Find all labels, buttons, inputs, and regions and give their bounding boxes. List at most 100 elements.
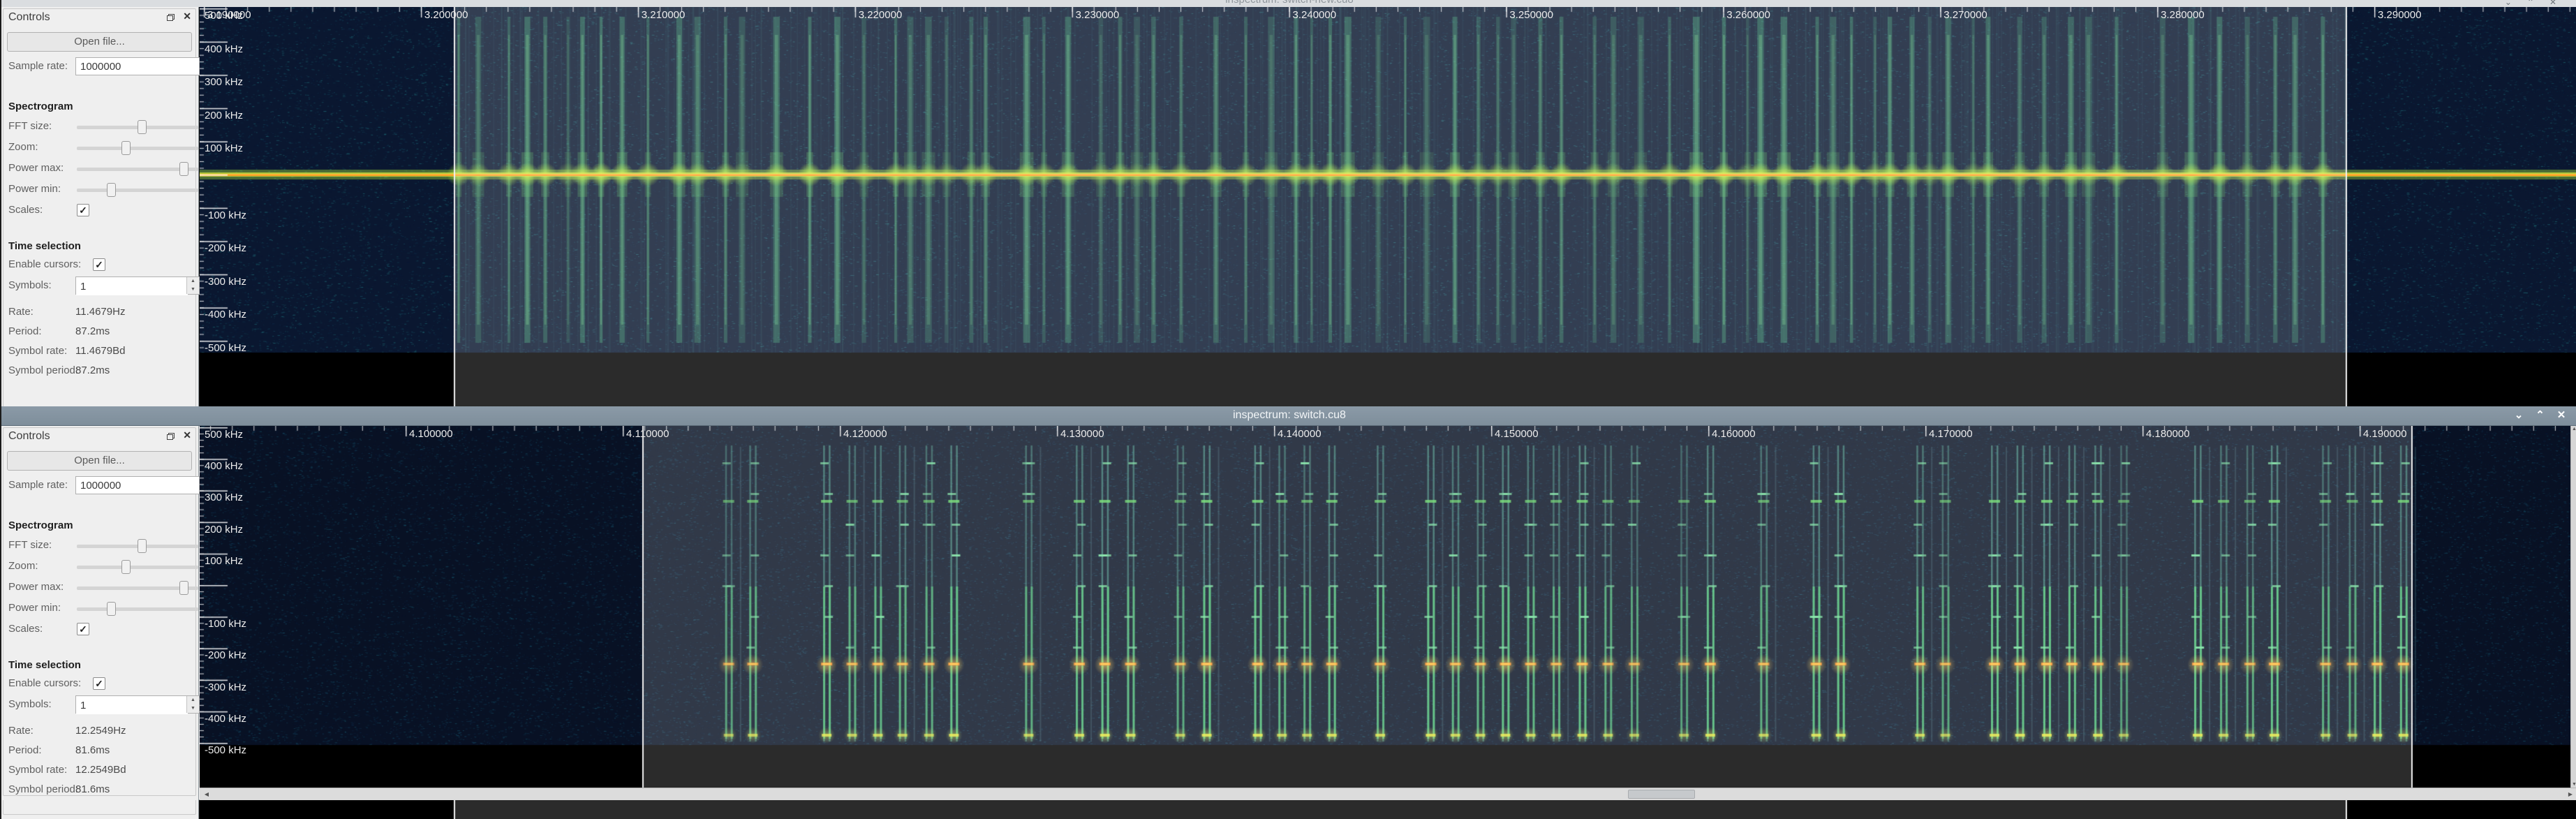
time-axis-label: 3.190000 bbox=[207, 9, 251, 21]
symbols-input[interactable] bbox=[76, 696, 188, 714]
enable-cursors-label: Enable cursors: bbox=[8, 677, 82, 689]
period-label: Period: bbox=[8, 744, 42, 756]
fft-size-label: FFT size: bbox=[8, 120, 52, 132]
controls-dock-frame bbox=[3, 427, 196, 796]
time-axis-label: 3.210000 bbox=[641, 9, 686, 21]
minimize-icon[interactable]: ⌄ bbox=[2514, 409, 2524, 421]
section-time-selection: Time selection bbox=[8, 659, 81, 671]
freq-axis-label: -500 kHz bbox=[205, 342, 247, 354]
symbol-period-label: Symbol period: bbox=[8, 364, 79, 376]
section-time-selection: Time selection bbox=[8, 240, 81, 252]
rate-value: 12.2549Hz bbox=[75, 725, 126, 737]
sample-rate-label: Sample rate: bbox=[8, 60, 68, 72]
period-label: Period: bbox=[8, 325, 42, 337]
spectrogram-canvas[interactable] bbox=[200, 426, 2570, 788]
scrollbar-handle[interactable] bbox=[1628, 790, 1695, 799]
enable-cursors-checkbox[interactable]: ✓ bbox=[93, 677, 105, 690]
time-axis-label: 4.190000 bbox=[2363, 428, 2407, 440]
scales-label: Scales: bbox=[8, 623, 43, 635]
zoom-slider[interactable] bbox=[77, 141, 198, 155]
power-max-slider[interactable] bbox=[77, 162, 198, 176]
window-buttons[interactable]: ⌄⌃✕ bbox=[2504, 0, 2572, 7]
scroll-left-icon[interactable]: ◀ bbox=[204, 791, 209, 797]
scales-checkbox[interactable]: ✓ bbox=[77, 623, 89, 635]
time-axis-label: 3.230000 bbox=[1075, 9, 1120, 21]
symbols-spinbox[interactable]: ▲▼ bbox=[75, 695, 200, 714]
power-min-label: Power min: bbox=[8, 602, 61, 614]
symbol-rate-label: Symbol rate: bbox=[8, 345, 68, 357]
freq-axis-label: 500 kHz bbox=[205, 429, 244, 441]
fft-size-slider[interactable] bbox=[77, 120, 198, 134]
scroll-up-icon[interactable]: ▲ bbox=[2571, 427, 2576, 431]
scales-label: Scales: bbox=[8, 204, 43, 216]
controls-dock: Controls ✕ Open file... Sample rate: Spe… bbox=[1, 426, 200, 800]
symbol-period-value: 81.6ms bbox=[75, 783, 110, 795]
vertical-scrollbar[interactable]: ▲ ▼ bbox=[2570, 426, 2576, 788]
freq-axis-label: -500 kHz bbox=[205, 744, 247, 756]
spin-down-icon[interactable]: ▼ bbox=[187, 704, 199, 713]
freq-axis-label: -100 kHz bbox=[205, 209, 247, 221]
dock-float-icon[interactable] bbox=[167, 14, 175, 21]
enable-cursors-label: Enable cursors: bbox=[8, 258, 82, 270]
sample-rate-input[interactable] bbox=[75, 57, 200, 75]
scroll-down-icon[interactable]: ▼ bbox=[2571, 782, 2576, 787]
check-icon: ✓ bbox=[79, 205, 87, 216]
dock-title: Controls bbox=[8, 430, 50, 442]
rate-label: Rate: bbox=[8, 725, 34, 737]
freq-axis-label: -200 kHz bbox=[205, 242, 247, 255]
window-switch: inspectrum: switch.cu8 ⌄ ⌃ ✕ Controls ✕ … bbox=[1, 406, 2576, 800]
sample-rate-input[interactable] bbox=[75, 476, 200, 494]
power-max-label: Power max: bbox=[8, 162, 64, 174]
fft-size-slider[interactable] bbox=[77, 539, 198, 553]
freq-axis-label: -300 kHz bbox=[205, 275, 247, 288]
symbols-label: Symbols: bbox=[8, 279, 52, 291]
freq-axis-label: -100 kHz bbox=[205, 618, 247, 630]
symbol-period-label: Symbol period: bbox=[8, 783, 79, 795]
symbols-spinbox[interactable]: ▲▼ bbox=[75, 276, 200, 295]
close-icon[interactable]: ✕ bbox=[2556, 409, 2566, 421]
power-min-slider[interactable] bbox=[77, 183, 198, 197]
dock-close-icon[interactable]: ✕ bbox=[183, 10, 191, 22]
symbol-period-value: 87.2ms bbox=[75, 364, 110, 376]
fft-size-label: FFT size: bbox=[8, 539, 52, 551]
dock-close-icon[interactable]: ✕ bbox=[183, 429, 191, 441]
symbol-rate-value: 12.2549Bd bbox=[75, 764, 126, 776]
scales-checkbox[interactable]: ✓ bbox=[77, 204, 89, 216]
time-axis-label: 4.120000 bbox=[843, 428, 887, 440]
maximize-icon[interactable]: ⌃ bbox=[2536, 409, 2545, 421]
spin-down-icon[interactable]: ▼ bbox=[187, 286, 199, 294]
window-titlebar[interactable]: inspectrum: switch-new.cu8 ⌄⌃✕ bbox=[1, 0, 2576, 7]
enable-cursors-checkbox[interactable]: ✓ bbox=[93, 258, 105, 271]
freq-axis-label: 200 kHz bbox=[205, 523, 244, 536]
time-axis-label: 3.280000 bbox=[2161, 9, 2205, 21]
symbols-input[interactable] bbox=[76, 277, 188, 295]
power-min-slider[interactable] bbox=[77, 602, 198, 616]
freq-axis-label: -300 kHz bbox=[205, 681, 247, 693]
open-file-button[interactable]: Open file... bbox=[7, 32, 192, 52]
sample-rate-label: Sample rate: bbox=[8, 479, 68, 491]
window-titlebar[interactable]: inspectrum: switch.cu8 ⌄ ⌃ ✕ bbox=[1, 406, 2576, 426]
time-axis-label: 4.130000 bbox=[1060, 428, 1104, 440]
open-file-button[interactable]: Open file... bbox=[7, 451, 192, 471]
time-axis-label: 3.200000 bbox=[424, 9, 468, 21]
dock-float-icon[interactable] bbox=[167, 433, 175, 440]
spectrogram-view[interactable]: 4.100000 4.110000 4.120000 4.130000 4.140000… bbox=[200, 426, 2570, 788]
power-min-label: Power min: bbox=[8, 183, 61, 195]
window-title: inspectrum: switch.cu8 bbox=[1233, 409, 1346, 421]
scroll-right-icon[interactable]: ▶ bbox=[2568, 791, 2573, 797]
freq-axis-label: 300 kHz bbox=[205, 492, 244, 504]
section-spectrogram: Spectrogram bbox=[8, 101, 73, 112]
time-axis-label: 4.170000 bbox=[1929, 428, 1973, 440]
freq-axis-label: -400 kHz bbox=[205, 309, 247, 321]
freq-axis-label: 400 kHz bbox=[205, 43, 244, 55]
zoom-label: Zoom: bbox=[8, 141, 38, 153]
horizontal-scrollbar[interactable]: ◀ ▶ bbox=[200, 788, 2576, 800]
time-axis-label: 3.220000 bbox=[858, 9, 903, 21]
time-axis-label: 4.140000 bbox=[1278, 428, 1322, 440]
freq-axis-label: -400 kHz bbox=[205, 712, 247, 725]
zoom-slider[interactable] bbox=[77, 560, 198, 574]
symbols-label: Symbols: bbox=[8, 698, 52, 710]
power-max-slider[interactable] bbox=[77, 581, 198, 595]
time-axis-label: 3.270000 bbox=[1944, 9, 1987, 21]
